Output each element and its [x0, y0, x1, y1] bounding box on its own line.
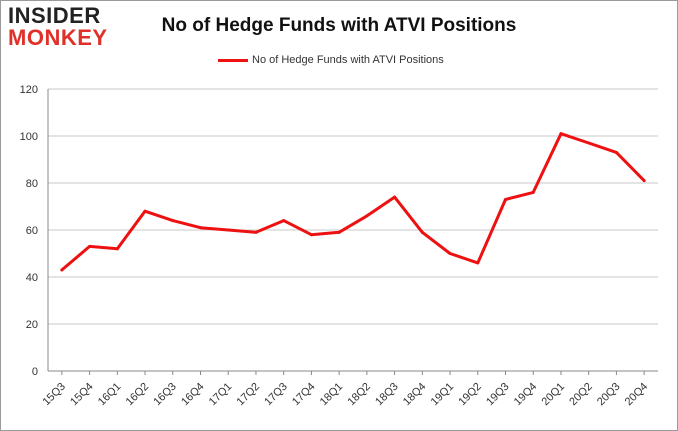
- y-tick-label-0: 0: [32, 366, 38, 378]
- x-tick-label-18Q4: 18Q4: [401, 381, 429, 409]
- x-tick-label-17Q1: 17Q1: [207, 381, 235, 409]
- y-tick-label-120: 120: [20, 84, 38, 96]
- x-tick-label-15Q4: 15Q4: [68, 381, 96, 409]
- x-tick-label-19Q1: 19Q1: [429, 381, 457, 409]
- data-point-16Q4: [199, 226, 202, 230]
- y-tick-label-80: 80: [26, 178, 38, 190]
- x-tick-label-18Q1: 18Q1: [318, 381, 346, 409]
- data-point-18Q4: [420, 230, 424, 234]
- data-point-16Q1: [115, 247, 119, 251]
- data-point-15Q4: [88, 244, 92, 248]
- x-tick-label-20Q4: 20Q4: [623, 381, 651, 409]
- data-point-17Q4: [309, 233, 313, 237]
- y-tick-label-20: 20: [26, 319, 38, 331]
- data-point-19Q1: [448, 252, 452, 255]
- data-point-19Q2: [476, 261, 480, 265]
- data-point-18Q1: [337, 230, 341, 234]
- x-tick-label-20Q3: 20Q3: [595, 381, 623, 409]
- data-point-20Q4: [642, 179, 646, 183]
- x-tick-label-17Q3: 17Q3: [262, 381, 290, 409]
- y-axis-ticks: 0 20 40 60 80 100 120: [20, 84, 38, 378]
- x-tick-label-17Q2: 17Q2: [235, 381, 263, 409]
- x-tick-label-20Q2: 20Q2: [567, 381, 595, 409]
- x-tick-label-16Q4: 16Q4: [179, 381, 207, 409]
- data-point-20Q3: [614, 150, 618, 154]
- x-tick-label-19Q3: 19Q3: [484, 381, 512, 409]
- series-group: [60, 132, 646, 272]
- y-tick-label-100: 100: [20, 131, 38, 143]
- legend-label: No of Hedge Funds with ATVI Positions: [252, 54, 444, 66]
- data-point-17Q2: [254, 230, 258, 234]
- data-point-16Q3: [171, 219, 175, 223]
- data-point-18Q2: [365, 214, 369, 218]
- data-point-20Q1: [559, 132, 563, 136]
- series-line: [60, 132, 646, 272]
- legend-swatch: [218, 58, 248, 62]
- data-point-17Q1: [226, 228, 230, 232]
- data-point-16Q2: [143, 209, 147, 213]
- data-point-19Q4: [531, 190, 535, 194]
- x-tick-label-15Q3: 15Q3: [40, 381, 68, 409]
- data-point-15Q3: [60, 268, 64, 272]
- grid-lines: [47, 88, 658, 372]
- chart-title: No of Hedge Funds with ATVI Positions: [161, 15, 517, 36]
- x-tick-label-20Q1: 20Q1: [540, 381, 568, 409]
- data-point-17Q3: [282, 219, 286, 223]
- x-tick-label-18Q3: 18Q3: [373, 381, 401, 409]
- x-tick-label-19Q4: 19Q4: [512, 381, 540, 409]
- x-tick-label-18Q2: 18Q2: [345, 381, 373, 409]
- data-point-19Q3: [504, 197, 507, 201]
- x-axis-ticks: 15Q3 15Q4 16Q1 16Q2 16Q3 16Q4 17Q1 17Q2 17Q3 17Q4…: [40, 371, 650, 408]
- x-tick-label-17Q4: 17Q4: [290, 381, 318, 409]
- y-tick-label-60: 60: [26, 225, 38, 237]
- data-point-20Q2: [587, 141, 591, 145]
- data-point-18Q3: [393, 195, 397, 199]
- x-tick-label-19Q2: 19Q2: [456, 381, 484, 409]
- logo-line-2: MONKEY: [8, 25, 108, 50]
- insider-monkey-logo: INSIDER MONKEY: [8, 5, 128, 49]
- x-tick-label-16Q3: 16Q3: [151, 381, 179, 409]
- x-tick-label-16Q1: 16Q1: [96, 381, 124, 409]
- chart-legend: No of Hedge Funds with ATVI Positions: [218, 54, 444, 66]
- x-tick-label-16Q2: 16Q2: [124, 381, 152, 409]
- logo-line-1: INSIDER: [8, 3, 101, 28]
- y-tick-label-40: 40: [26, 272, 38, 284]
